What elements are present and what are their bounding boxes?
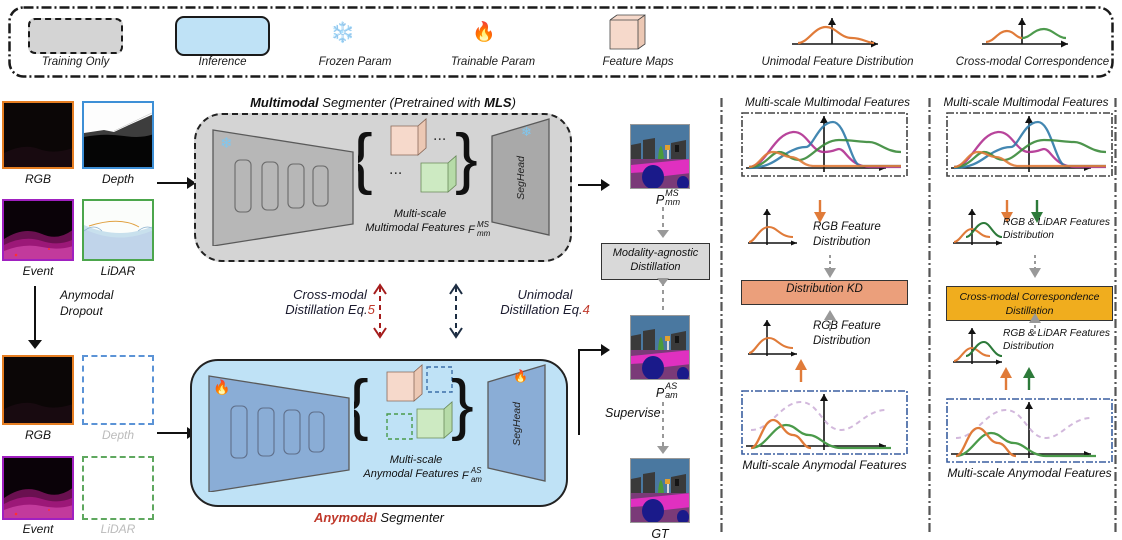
svg-text:❄: ❄ <box>220 135 233 152</box>
svg-text:}: } <box>455 120 478 196</box>
svg-text:...: ... <box>433 127 446 144</box>
svg-text:{: { <box>354 366 369 442</box>
svg-text:}: } <box>451 366 474 442</box>
svg-text:...: ... <box>389 161 402 178</box>
svg-text:🔥: 🔥 <box>213 379 230 396</box>
svg-text:{: { <box>358 120 373 196</box>
